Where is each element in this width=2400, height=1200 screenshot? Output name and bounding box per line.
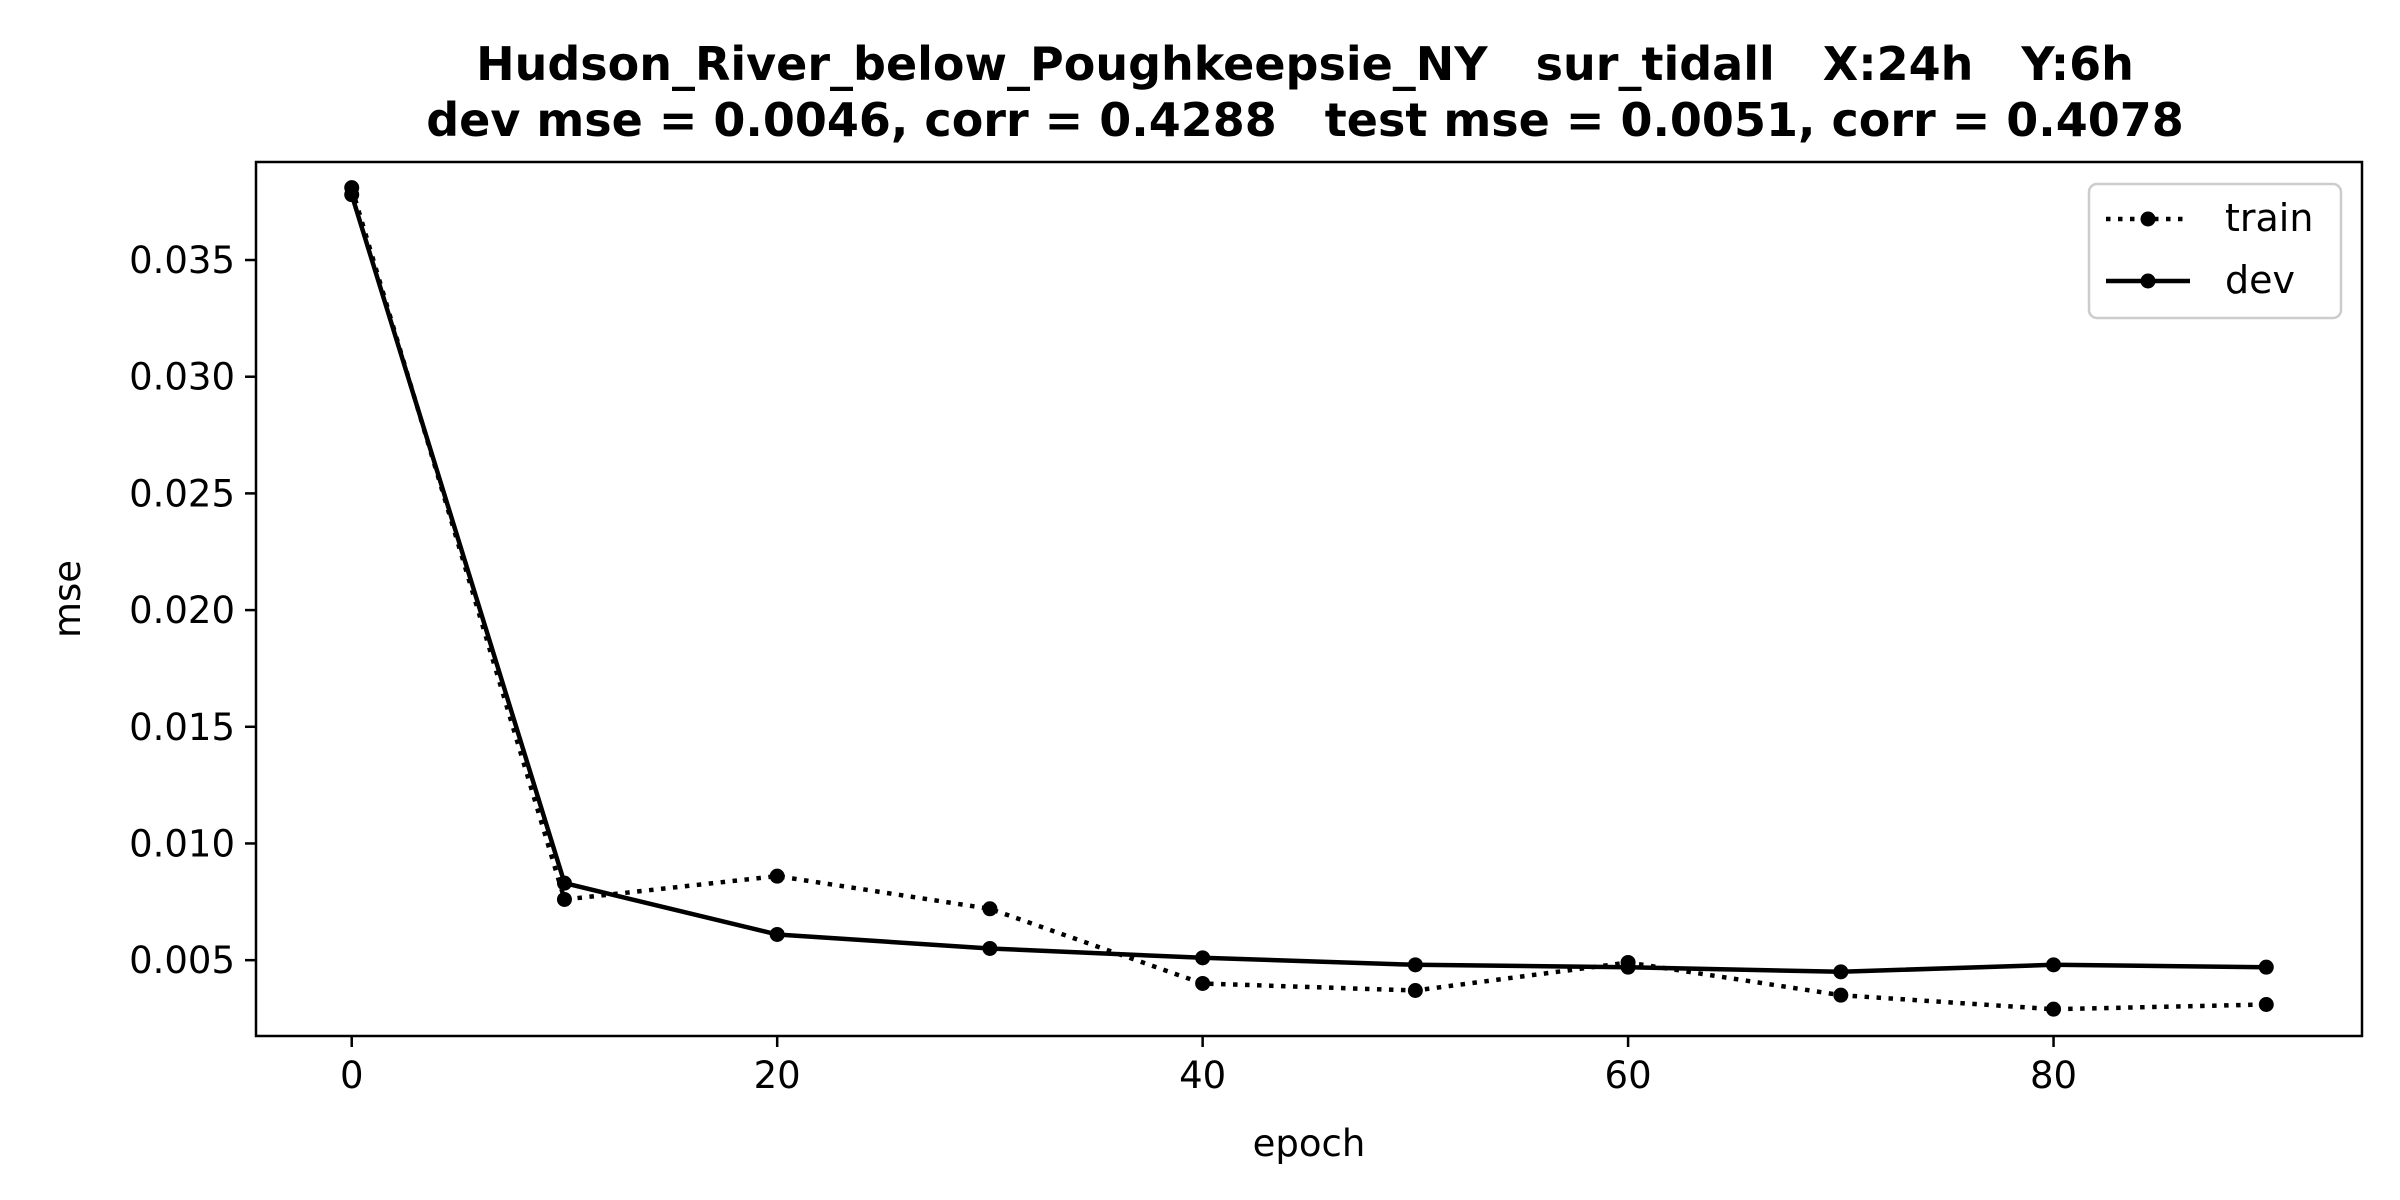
data-point-dev bbox=[769, 926, 785, 942]
y-tick-label: 0.020 bbox=[129, 589, 235, 632]
data-point-train bbox=[556, 891, 572, 907]
series-line-dev bbox=[349, 194, 2267, 975]
y-tick-label: 0.030 bbox=[129, 356, 235, 399]
data-point-dev bbox=[2258, 959, 2274, 975]
y-axis-label: mse bbox=[46, 560, 89, 638]
data-point-dev bbox=[2046, 957, 2062, 973]
plot-area bbox=[254, 160, 2364, 1038]
data-point-dev bbox=[1833, 964, 1849, 980]
x-tick-label: 60 bbox=[1605, 1054, 1652, 1097]
x-axis-label: epoch bbox=[1253, 1122, 1366, 1165]
x-tick-label: 20 bbox=[754, 1054, 801, 1097]
data-point-train bbox=[2046, 1001, 2062, 1017]
data-point-train bbox=[982, 901, 998, 917]
legend-train-label: train bbox=[2225, 196, 2313, 240]
y-tick-label: 0.005 bbox=[129, 939, 235, 982]
y-tick-label: 0.010 bbox=[129, 822, 235, 865]
data-point-train bbox=[1195, 975, 1211, 991]
data-point-train bbox=[769, 868, 785, 884]
chart-subtitle: dev mse = 0.0046, corr = 0.4288 test mse… bbox=[426, 93, 2184, 147]
data-point-dev bbox=[1620, 959, 1636, 975]
data-point-train bbox=[2258, 996, 2274, 1012]
x-tick-label: 80 bbox=[2030, 1054, 2077, 1097]
x-tick-label: 0 bbox=[340, 1054, 364, 1097]
data-point-dev bbox=[982, 940, 998, 956]
axis-ticks: 0 20 40 60 80 0.005 0.010 0.015 0.020 0.025 0.030 0… bbox=[129, 239, 2077, 1097]
legend-dev-marker bbox=[2140, 273, 2156, 289]
y-tick-label: 0.035 bbox=[129, 239, 235, 282]
chart-title: Hudson_River_below_Poughkeepsie_NY sur_t… bbox=[476, 37, 2134, 91]
data-point-dev bbox=[556, 875, 572, 891]
legend: train dev bbox=[2087, 182, 2343, 320]
data-point-dev bbox=[344, 187, 360, 203]
data-point-train bbox=[1833, 987, 1849, 1003]
data-point-dev bbox=[1195, 950, 1211, 966]
data-point-dev bbox=[1407, 957, 1423, 973]
x-tick-label: 40 bbox=[1179, 1054, 1226, 1097]
y-tick-label: 0.025 bbox=[129, 472, 235, 515]
series-line-train bbox=[349, 187, 2267, 1012]
legend-train-marker bbox=[2140, 211, 2156, 227]
legend-dev-label: dev bbox=[2225, 258, 2295, 302]
series-lines bbox=[344, 180, 2274, 1017]
data-point-train bbox=[1407, 982, 1423, 998]
y-tick-label: 0.015 bbox=[129, 706, 235, 749]
